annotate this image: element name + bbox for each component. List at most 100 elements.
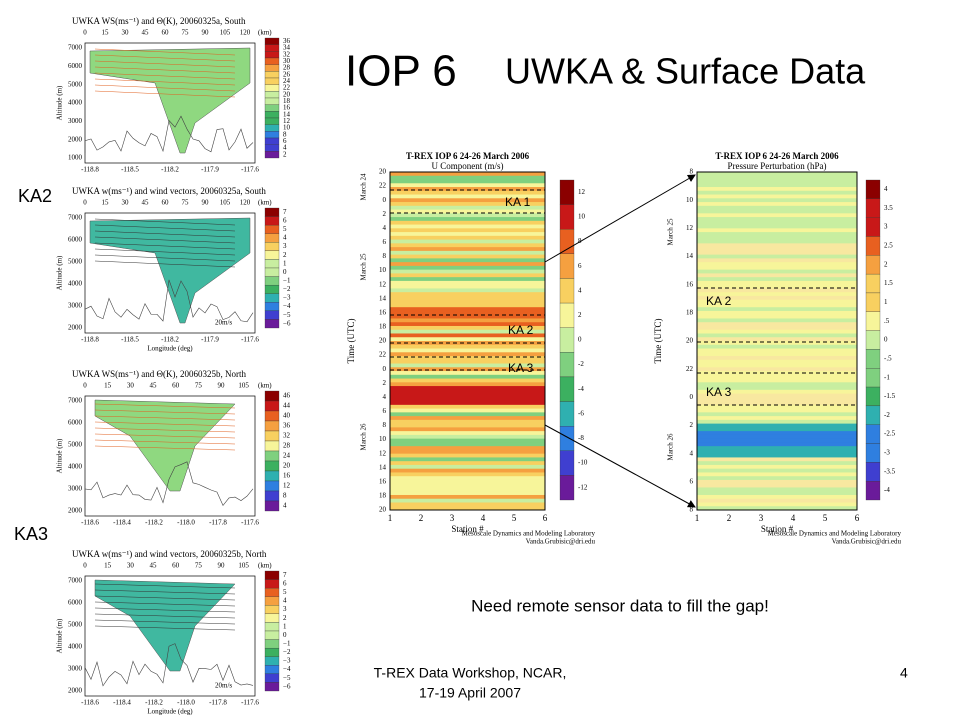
colorbar-label: -.5: [884, 354, 892, 362]
colorbar-label: 24: [283, 452, 291, 460]
panel-subtitle: Pressure Perturbation (hPa): [728, 161, 827, 171]
field-stripe: [390, 318, 545, 323]
x-tick: -117.9: [201, 166, 219, 174]
colorbar-cell: [264, 57, 280, 65]
y-label: Time (UTC): [653, 319, 663, 364]
top-unit: (km): [258, 562, 272, 570]
x-tick: -118.2: [161, 336, 179, 344]
y-tick: 2: [383, 379, 387, 387]
colorbar-label: 8: [283, 492, 287, 500]
colorbar-label: 46: [283, 392, 291, 400]
x-tick: -117.6: [241, 699, 259, 707]
top-tick: 0: [83, 382, 87, 390]
field-stripe: [697, 341, 857, 346]
x-tick: -118.6: [81, 699, 99, 707]
colorbar-label: .5: [884, 317, 890, 325]
field-stripe: [697, 476, 857, 481]
colorbar-label: −2: [283, 285, 291, 293]
top-tick: 75: [182, 199, 190, 207]
colorbar-label: 4: [578, 286, 582, 294]
field-stripe: [390, 468, 545, 473]
y-tick: 14: [686, 252, 694, 260]
field-stripe: [697, 205, 857, 211]
top-tick: 0: [83, 199, 87, 207]
top-tick: 60: [162, 199, 170, 207]
top-tick: 45: [142, 29, 150, 37]
field-stripe: [390, 269, 545, 274]
colorbar-cell: [264, 97, 280, 105]
y-tick: 8: [383, 252, 387, 260]
colorbar-label: 7: [283, 571, 287, 579]
panel-title: UWKA w(ms⁻¹) and wind vectors, 20060325a…: [72, 186, 266, 196]
top-tick: 0: [83, 562, 87, 570]
top-tick: 30: [127, 382, 135, 390]
terrain: [84, 461, 254, 506]
colorbar-label: 4: [283, 597, 287, 605]
panel-title: T-REX IOP 6 24-26 March 2006: [715, 151, 839, 161]
field-stripe: [697, 397, 857, 402]
field-stripe: [697, 269, 857, 274]
colorbar-cell: [865, 198, 881, 218]
field-stripe: [697, 494, 857, 500]
colorbar-cell: [264, 639, 280, 649]
y-tick: 4000: [68, 463, 83, 471]
colorbar-cell: [264, 144, 280, 152]
footer: T-REX Data Workshop, NCAR,: [374, 665, 567, 681]
x-tick: -118.4: [113, 519, 131, 527]
y-tick: 3000: [68, 665, 83, 673]
x-tick: -118.8: [81, 166, 99, 174]
top-tick: 45: [150, 562, 158, 570]
y-tick: 20: [379, 168, 387, 176]
field-stripe: [390, 419, 545, 425]
y-tick: 22: [686, 365, 694, 373]
side-label: KA3: [14, 524, 48, 544]
colorbar-cell: [865, 255, 881, 275]
colorbar-cell: [264, 480, 280, 492]
field-stripe: [697, 299, 857, 304]
colorbar-cell: [264, 242, 280, 252]
colorbar-cell: [264, 233, 280, 243]
field-stripe: [697, 325, 857, 331]
field-stripe: [697, 190, 857, 196]
field-stripe: [390, 498, 545, 503]
y-tick: 18: [379, 492, 387, 500]
field-stripe: [697, 367, 857, 372]
y-tick: 0: [690, 393, 694, 401]
field-stripe: [390, 295, 545, 301]
field-stripe: [390, 310, 545, 316]
field-stripe: [697, 498, 857, 503]
x-tick: 6: [855, 513, 860, 523]
field-stripe: [390, 292, 545, 297]
contour: [94, 224, 236, 232]
y-tick: 6000: [68, 62, 83, 70]
field-stripe: [390, 213, 545, 218]
y-tick: 16: [379, 308, 387, 316]
colorbar-cell: [264, 596, 280, 606]
colorbar-cell: [264, 319, 280, 329]
field-stripe: [390, 187, 545, 192]
field-stripe: [390, 175, 545, 181]
day-label: March 25: [360, 253, 368, 281]
colorbar-cell: [865, 386, 881, 407]
field-stripe: [390, 247, 545, 252]
arrow: [544, 174, 696, 263]
contour: [94, 218, 236, 226]
field-stripe: [390, 273, 545, 278]
y-tick: 1000: [68, 154, 83, 162]
colorbar-label: 18: [283, 97, 291, 105]
y-tick: 4000: [68, 280, 83, 288]
contour: [94, 427, 236, 433]
colorbar-cell: [264, 587, 280, 597]
field-stripe: [697, 217, 857, 222]
top-tick: 30: [122, 199, 130, 207]
colorbar-cell: [264, 630, 280, 640]
colorbar-cell: [865, 349, 881, 369]
top-tick: 60: [172, 382, 180, 390]
y-tick: 4: [690, 449, 694, 457]
credit: Vanda.Grubisic@dri.edu: [526, 538, 596, 546]
top-tick: 105: [238, 382, 249, 390]
contour: [94, 415, 236, 421]
colorbar-label: 12: [283, 117, 291, 125]
field-stripe: [697, 209, 857, 214]
y-tick: 16: [686, 280, 694, 288]
